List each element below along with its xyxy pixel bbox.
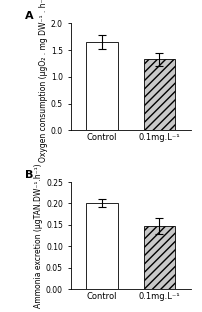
Bar <box>144 59 175 130</box>
Bar <box>86 203 118 289</box>
Bar <box>86 42 118 130</box>
Text: B: B <box>25 170 33 180</box>
Bar <box>144 226 175 289</box>
Y-axis label: Ammonia excretion (μgTAN.DW⁻¹.h⁻¹): Ammonia excretion (μgTAN.DW⁻¹.h⁻¹) <box>34 163 43 308</box>
Y-axis label: Oxygen consumption (μgO₂ . mg DW⁻¹ . h⁻¹): Oxygen consumption (μgO₂ . mg DW⁻¹ . h⁻¹… <box>39 0 48 162</box>
Text: A: A <box>25 11 34 21</box>
